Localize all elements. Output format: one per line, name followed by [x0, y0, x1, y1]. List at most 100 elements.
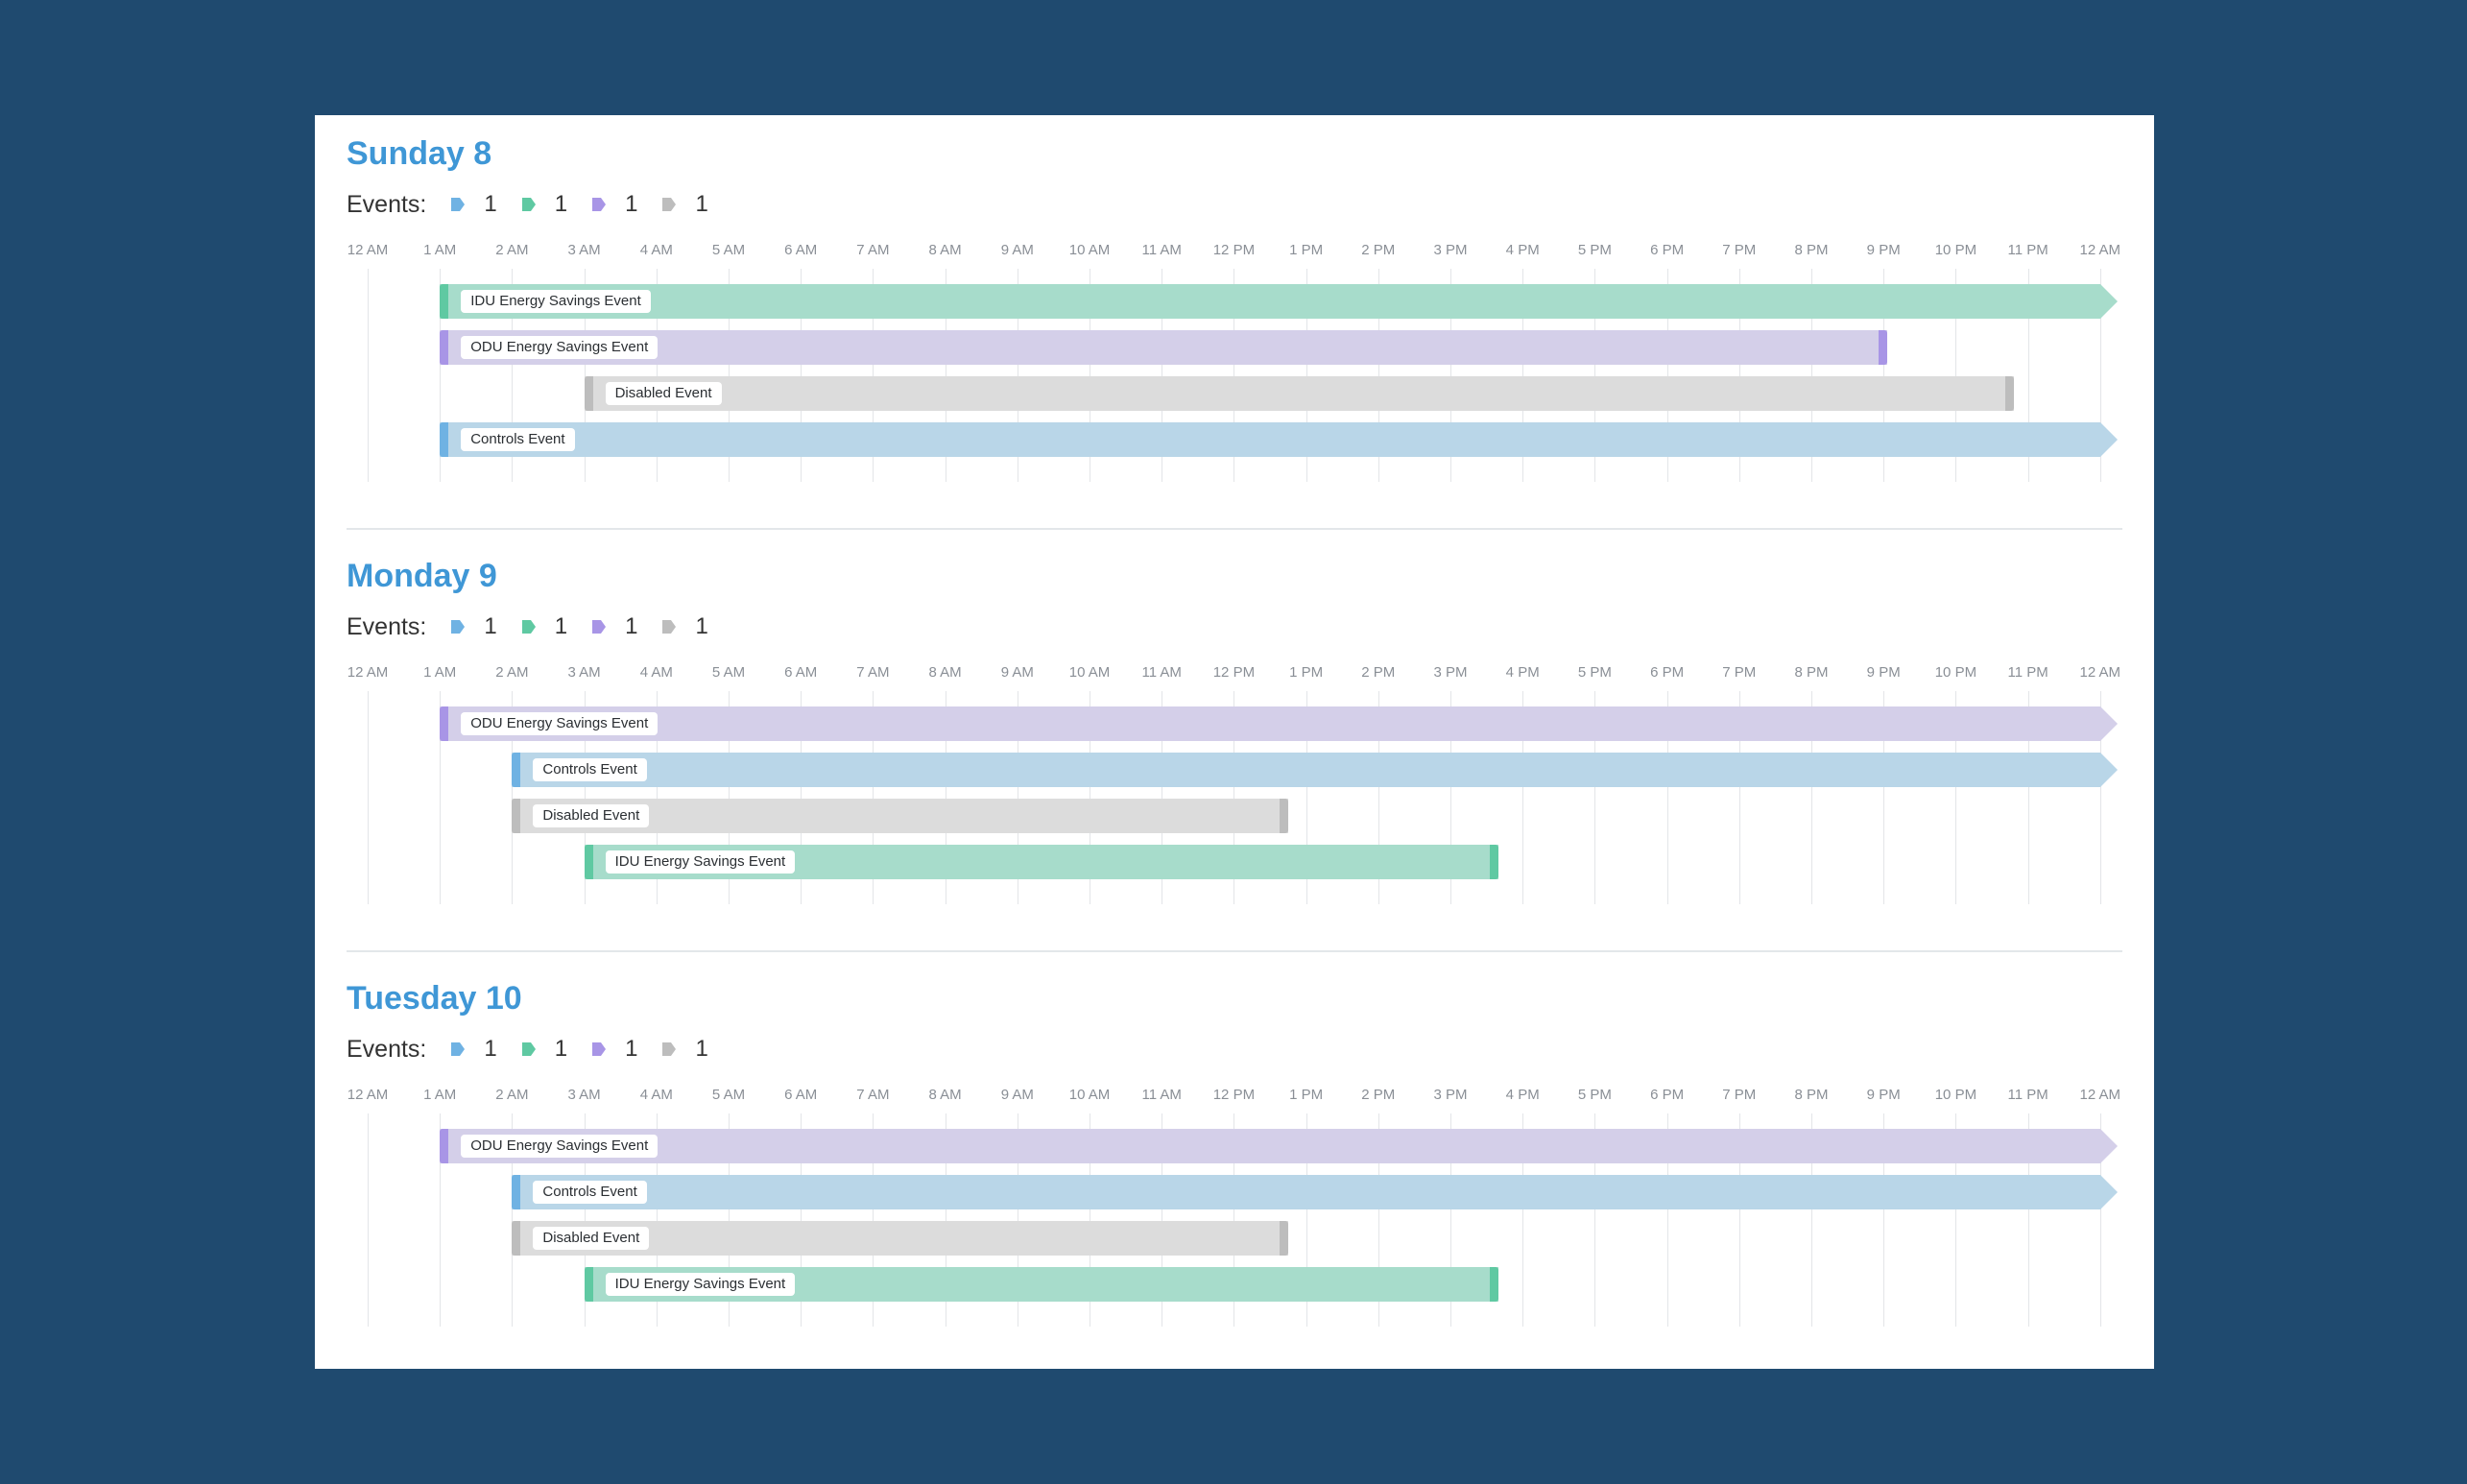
grid-line	[656, 691, 658, 904]
event-bar[interactable]: Disabled Event	[512, 1221, 1288, 1256]
tick-label: 5 PM	[1577, 664, 1612, 681]
tick-label: 9 PM	[1866, 242, 1901, 258]
legend-item[interactable]: 1	[449, 1036, 497, 1063]
legend-item[interactable]: 1	[660, 613, 708, 640]
grid-line	[368, 269, 369, 482]
grid-line	[512, 269, 514, 482]
legend-item[interactable]: 1	[660, 1036, 708, 1063]
grid-line	[1594, 1113, 1596, 1327]
tick-label: 11 PM	[2007, 664, 2048, 681]
tick-label: 7 PM	[1722, 242, 1757, 258]
gray-tag-icon	[662, 1042, 677, 1056]
event-bar[interactable]: ODU Energy Savings Event	[440, 330, 1887, 365]
continues-arrow-icon	[2099, 706, 2118, 741]
legend-item[interactable]: 1	[520, 613, 567, 640]
event-start-cap	[440, 330, 449, 365]
tick-label: 7 AM	[856, 242, 890, 258]
tick-label: 12 AM	[2079, 664, 2121, 681]
tick-label: 12 PM	[1212, 1087, 1256, 1103]
grid-line	[1883, 691, 1885, 904]
tick-label: 6 AM	[784, 664, 818, 681]
tick-label: 4 PM	[1505, 664, 1540, 681]
event-bar[interactable]: Disabled Event	[584, 376, 2014, 411]
events-summary: Events: 1 1 1 1	[347, 1033, 731, 1065]
event-bar[interactable]: IDU Energy Savings Event	[584, 845, 1499, 879]
tick-label: 12 AM	[347, 242, 389, 258]
tick-label: 10 AM	[1068, 242, 1111, 258]
tick-label: 4 AM	[639, 1087, 673, 1103]
day-section: Monday 9 Events: 1 1 1 1 12 AM 1 AM 2 AM 3 AM 4 AM…	[315, 538, 2154, 960]
legend-item[interactable]: 1	[590, 613, 637, 640]
grid-line	[1811, 691, 1812, 904]
legend-count: 1	[554, 191, 568, 217]
event-bar-fill	[440, 422, 2100, 457]
tick-label: 9 AM	[1000, 664, 1034, 681]
event-bar[interactable]: ODU Energy Savings Event	[440, 1129, 2118, 1163]
event-bar[interactable]: Controls Event	[440, 422, 2118, 457]
tick-label: 6 PM	[1650, 242, 1685, 258]
green-tag-icon	[521, 1042, 536, 1056]
event-bar-fill	[440, 330, 1887, 365]
event-bar-fill	[512, 753, 2100, 787]
schedule-panel: Sunday 8 Events: 1 1 1 1 12 AM 1 AM 2 AM 3 AM 4 AM…	[315, 115, 2154, 1369]
event-bar[interactable]: IDU Energy Savings Event	[440, 284, 2118, 319]
grid-line	[2099, 1113, 2101, 1327]
event-bar[interactable]: ODU Energy Savings Event	[440, 706, 2118, 741]
legend-item[interactable]: 1	[520, 191, 567, 218]
event-bar[interactable]: Disabled Event	[512, 799, 1288, 833]
tick-label: 10 PM	[1934, 664, 1977, 681]
event-bar[interactable]: IDU Energy Savings Event	[584, 1267, 1499, 1302]
tick-label: 1 PM	[1289, 242, 1324, 258]
event-start-cap	[512, 799, 521, 833]
purple-tag-icon	[592, 1042, 607, 1056]
blue-tag-icon	[451, 620, 466, 634]
grid-line	[1305, 269, 1307, 482]
legend-item[interactable]: 1	[590, 191, 637, 218]
tick-label: 7 AM	[856, 664, 890, 681]
day-section: Tuesday 10 Events: 1 1 1 1 12 AM 1 AM 2 AM 3 AM 4 …	[315, 960, 2154, 1382]
grid-line	[801, 269, 802, 482]
tick-label: 5 AM	[711, 1087, 746, 1103]
day-title: Monday 9	[347, 558, 497, 594]
event-bar[interactable]: Controls Event	[512, 1175, 2118, 1209]
tick-label: 2 AM	[495, 242, 529, 258]
tick-label: 11 PM	[2007, 1087, 2048, 1103]
grid	[315, 691, 2154, 904]
event-bar-fill	[440, 706, 2100, 741]
grid-line	[1738, 1113, 1740, 1327]
event-start-cap	[512, 1175, 521, 1209]
green-tag-icon	[521, 620, 536, 634]
gray-tag-icon	[662, 198, 677, 211]
legend-item[interactable]: 1	[520, 1036, 567, 1063]
legend-count: 1	[484, 613, 497, 639]
legend-count: 1	[695, 613, 708, 639]
event-bar[interactable]: Controls Event	[512, 753, 2118, 787]
grid-line	[873, 1113, 874, 1327]
tick-label: 5 PM	[1577, 242, 1612, 258]
event-bar-fill	[440, 1129, 2100, 1163]
grid-line	[440, 691, 442, 904]
grid-line	[2099, 691, 2101, 904]
legend-item[interactable]: 1	[660, 191, 708, 218]
tick-label: 2 AM	[495, 664, 529, 681]
grid-line	[1883, 269, 1885, 482]
time-axis: 12 AM 1 AM 2 AM 3 AM 4 AM 5 AM 6 AM 7 AM 8 AM 9 A…	[315, 664, 2154, 683]
tick-label: 4 AM	[639, 664, 673, 681]
event-start-cap	[440, 1129, 449, 1163]
legend-item[interactable]: 1	[449, 613, 497, 640]
tick-label: 3 PM	[1433, 242, 1468, 258]
tick-label: 5 AM	[711, 664, 746, 681]
event-start-cap	[512, 753, 521, 787]
tick-label: 9 AM	[1000, 1087, 1034, 1103]
tick-label: 10 AM	[1068, 664, 1111, 681]
event-bar-fill	[584, 376, 2014, 411]
continues-arrow-icon	[2099, 1175, 2118, 1209]
legend-item[interactable]: 1	[449, 191, 497, 218]
event-label: ODU Energy Savings Event	[461, 712, 659, 735]
tick-label: 8 PM	[1794, 242, 1829, 258]
grid-line	[1305, 1113, 1307, 1327]
green-tag-icon	[521, 198, 536, 211]
legend-item[interactable]: 1	[590, 1036, 637, 1063]
tick-label: 4 PM	[1505, 1087, 1540, 1103]
event-label: Controls Event	[533, 758, 647, 781]
